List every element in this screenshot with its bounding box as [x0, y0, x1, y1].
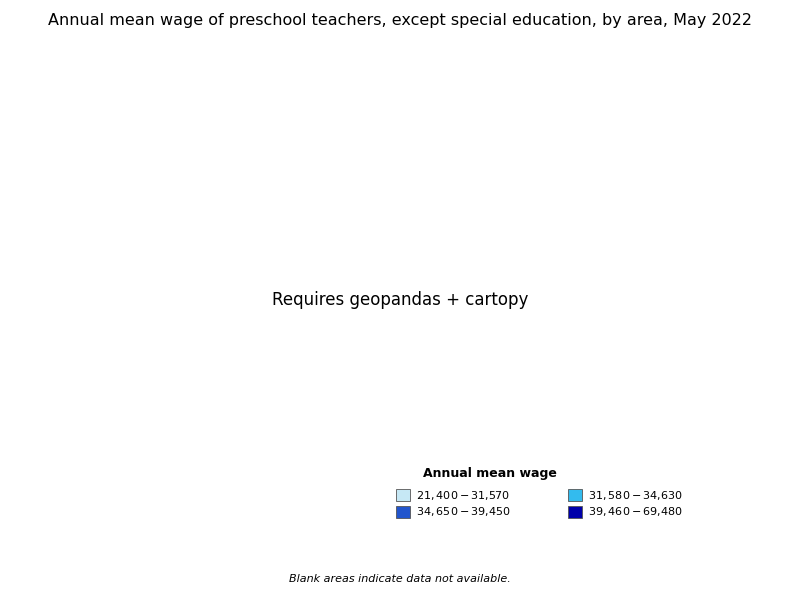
Text: $34,650 - $39,450: $34,650 - $39,450 [416, 505, 511, 518]
Text: Requires geopandas + cartopy: Requires geopandas + cartopy [272, 291, 528, 309]
Text: Annual mean wage: Annual mean wage [423, 467, 557, 480]
Text: $31,580 - $34,630: $31,580 - $34,630 [588, 488, 683, 502]
Text: Blank areas indicate data not available.: Blank areas indicate data not available. [289, 574, 511, 584]
Bar [568, 489, 582, 501]
Bar [396, 506, 410, 518]
Text: $39,460 - $69,480: $39,460 - $69,480 [588, 505, 683, 518]
Bar [568, 506, 582, 518]
Text: Annual mean wage of preschool teachers, except special education, by area, May 2: Annual mean wage of preschool teachers, … [48, 13, 752, 28]
Text: $21,400 - $31,570: $21,400 - $31,570 [416, 488, 510, 502]
Bar [396, 489, 410, 501]
